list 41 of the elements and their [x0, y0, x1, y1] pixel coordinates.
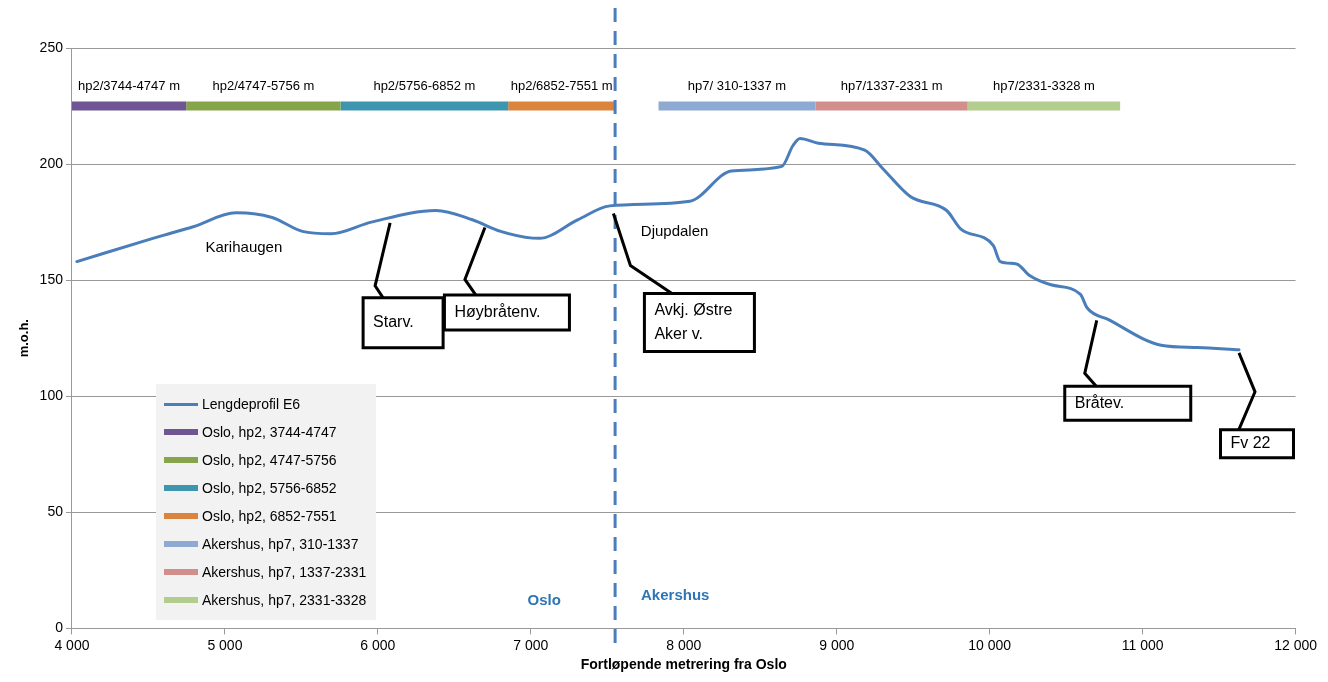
annotation: hp2/6852-7551 m — [510, 77, 613, 93]
x-tick-label: 11 000 — [1121, 636, 1164, 653]
legend-label: Lengdeprofil E6 — [202, 396, 301, 412]
x-tick-label: 4 000 — [54, 636, 90, 653]
annotation: Avkj. Østre Aker v. — [654, 300, 733, 342]
legend-label: Akershus, hp7, 2331-3328 — [202, 592, 367, 608]
x-tick-label: 12 000 — [1274, 636, 1318, 653]
y-tick-label: 150 — [39, 271, 64, 288]
legend-label: Oslo, hp2, 6852-7551 — [202, 508, 337, 524]
y-tick-label: 200 — [39, 154, 64, 171]
annotation: Djupdalen — [640, 221, 709, 239]
y-tick-label: 0 — [55, 619, 64, 636]
annotation: hp7/ 310-1337 m — [687, 77, 787, 93]
legend-label: Oslo, hp2, 4747-5756 — [202, 452, 337, 468]
y-axis-title: m.o.h. — [16, 319, 32, 358]
annotation: Oslo — [527, 590, 561, 608]
y-tick-label: 50 — [47, 503, 64, 520]
annotation: Fv 22 — [1230, 434, 1271, 452]
annotation: hp7/2331-3328 m — [993, 77, 1095, 93]
annotation: hp7/1337-2331 m — [840, 77, 943, 93]
y-tick-label: 250 — [39, 38, 64, 55]
x-tick-label: 6 000 — [360, 636, 396, 653]
annotation: hp2/4747-5756 m — [212, 77, 315, 93]
annotation: Starv. — [373, 313, 414, 331]
x-tick-label: 8 000 — [666, 636, 702, 653]
legend-label: Akershus, hp7, 1337-2331 — [202, 564, 367, 580]
annotation: hp2/3744-4747 m — [78, 77, 180, 93]
annotation: hp2/5756-6852 m — [373, 77, 476, 93]
legend-label: Akershus, hp7, 310-1337 — [202, 536, 359, 552]
annotation: Bråtev. — [1074, 393, 1125, 411]
x-tick-label: 10 000 — [968, 636, 1012, 653]
annotation: Høybråtenv. — [454, 302, 541, 320]
annotation: Akershus — [641, 586, 710, 604]
x-tick-label: 5 000 — [207, 636, 243, 653]
legend-label: Oslo, hp2, 3744-4747 — [202, 424, 337, 440]
x-tick-label: 9 000 — [819, 636, 855, 653]
annotation: Karihaugen — [205, 237, 283, 255]
x-tick-label: 7 000 — [513, 636, 549, 653]
legend-label: Oslo, hp2, 5756-6852 — [202, 480, 337, 496]
y-tick-label: 100 — [39, 387, 64, 404]
x-axis-title: Fortløpende metrering fra Oslo — [580, 656, 787, 673]
